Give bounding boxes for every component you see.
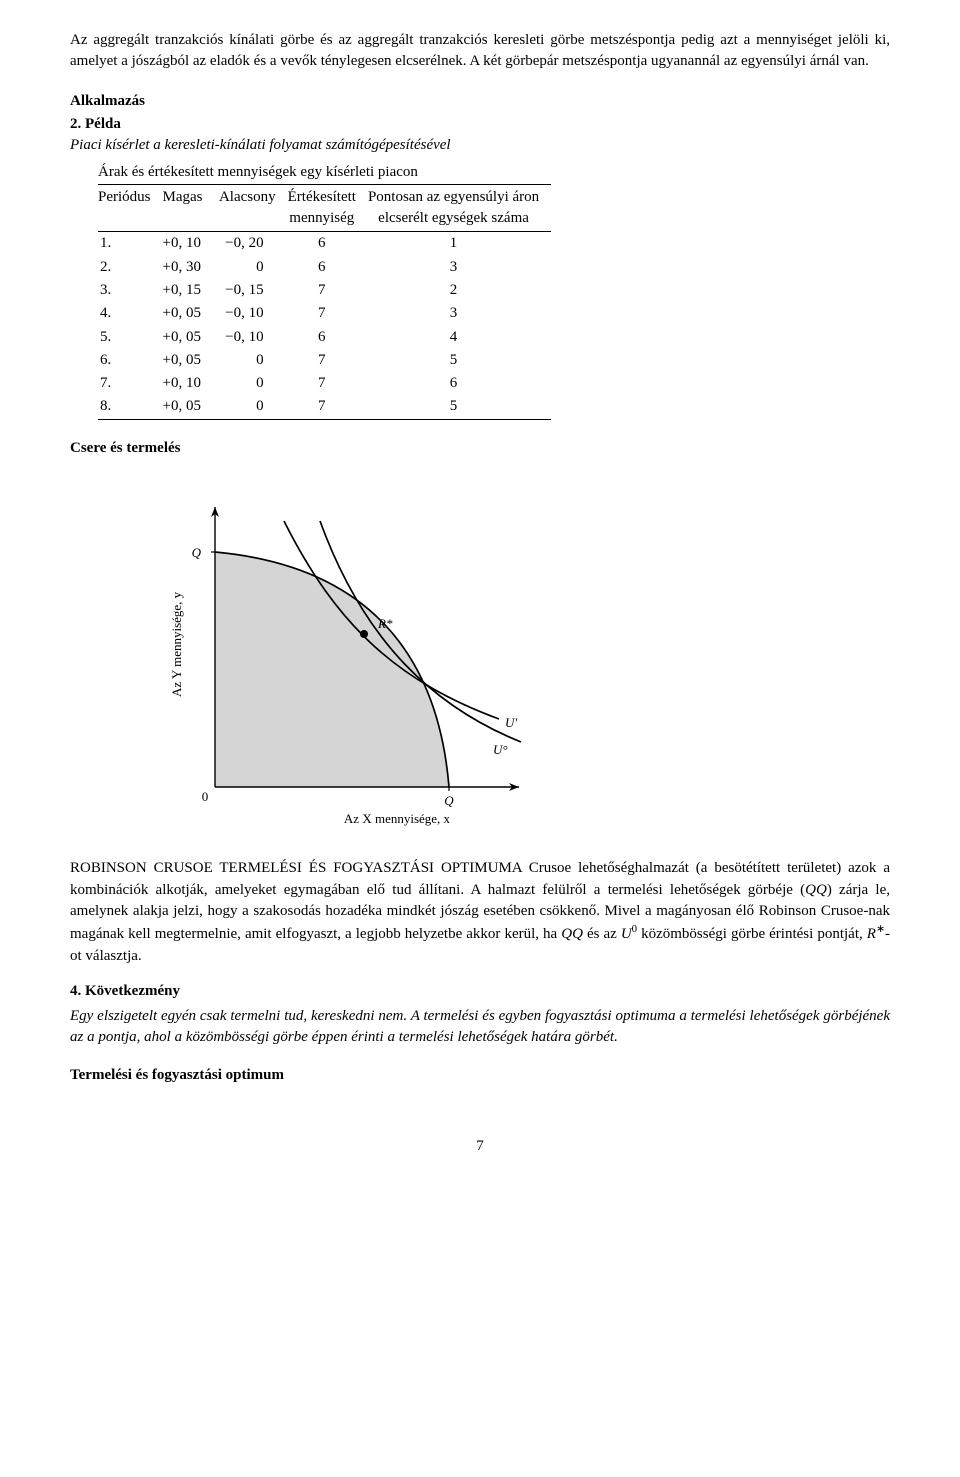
table-cell: 6. — [98, 349, 163, 372]
data-table: Periódus Magas Alacsony Értékesített men… — [98, 184, 551, 420]
table-cell: +0, 05 — [163, 395, 219, 419]
table-header-row: Periódus Magas Alacsony Értékesített men… — [98, 184, 551, 232]
svg-text:0: 0 — [202, 789, 209, 804]
table-cell: 0 — [219, 372, 288, 395]
table-cell: 7 — [288, 395, 368, 419]
svg-text:Q: Q — [192, 545, 202, 560]
table-cell: 6 — [288, 256, 368, 279]
svg-text:Q: Q — [444, 793, 454, 808]
table-cell: 7 — [288, 349, 368, 372]
table-row: 4.+0, 05−0, 1073 — [98, 302, 551, 325]
table-row: 2.+0, 30063 — [98, 256, 551, 279]
table-cell: 0 — [219, 256, 288, 279]
table-cell: −0, 10 — [219, 302, 288, 325]
consequence-text: Egy elszigetelt egyén csak termelni tud,… — [70, 1006, 890, 1049]
table-cell: +0, 05 — [163, 302, 219, 325]
table-cell: 2. — [98, 256, 163, 279]
table-cell: −0, 15 — [219, 279, 288, 302]
csere-heading: Csere és termelés — [70, 438, 890, 459]
col-pontosan: Pontosan az egyensúlyi áron elcserélt eg… — [368, 184, 551, 232]
table-cell: +0, 10 — [163, 372, 219, 395]
svg-text:Az X mennyisége, x: Az X mennyisége, x — [344, 811, 451, 826]
table-row: 7.+0, 10076 — [98, 372, 551, 395]
table-cell: 6 — [368, 372, 551, 395]
table-cell: +0, 15 — [163, 279, 219, 302]
table-row: 1.+0, 10−0, 2061 — [98, 232, 551, 256]
table-cell: 1. — [98, 232, 163, 256]
table-cell: 7. — [98, 372, 163, 395]
table-cell: 6 — [288, 326, 368, 349]
table-cell: +0, 05 — [163, 349, 219, 372]
table-cell: 3. — [98, 279, 163, 302]
example-label: 2. Példa — [70, 114, 890, 135]
col-magas: Magas — [163, 184, 219, 232]
table-cell: 3 — [368, 302, 551, 325]
robinson-paragraph: ROBINSON CRUSOE TERMELÉSI ÉS FOGYASZTÁSI… — [70, 858, 890, 966]
col-ertekesitett: Értékesített mennyiség — [288, 184, 368, 232]
table-row: 6.+0, 05075 — [98, 349, 551, 372]
table-cell: +0, 05 — [163, 326, 219, 349]
table-row: 5.+0, 05−0, 1064 — [98, 326, 551, 349]
table-cell: 8. — [98, 395, 163, 419]
table-cell: 7 — [288, 372, 368, 395]
table-cell: +0, 10 — [163, 232, 219, 256]
table-cell: 0 — [219, 395, 288, 419]
table-cell: 6 — [288, 232, 368, 256]
ppf-chart: Q Q 0 R* U′ U° Az Y mennyisége, y Az X mennyisé… — [70, 467, 890, 844]
table-cell: −0, 20 — [219, 232, 288, 256]
intro-paragraph: Az aggregált tranzakciós kínálati görbe … — [70, 30, 890, 73]
final-heading: Termelési és fogyasztási optimum — [70, 1065, 890, 1086]
svg-text:U′: U′ — [505, 715, 517, 730]
table-cell: 0 — [219, 349, 288, 372]
table-row: 3.+0, 15−0, 1572 — [98, 279, 551, 302]
col-alacsony: Alacsony — [219, 184, 288, 232]
alkalmazas-heading: Alkalmazás — [70, 91, 890, 112]
table-cell: 5 — [368, 395, 551, 419]
table-caption: Árak és értékesített mennyiségek egy kís… — [70, 162, 890, 183]
table-cell: 7 — [288, 302, 368, 325]
svg-text:R*: R* — [377, 616, 393, 631]
svg-text:Az Y mennyisége, y: Az Y mennyisége, y — [169, 591, 184, 697]
table-cell: 2 — [368, 279, 551, 302]
table-cell: 1 — [368, 232, 551, 256]
table-row: 8.+0, 05075 — [98, 395, 551, 419]
col-periodus: Periódus — [98, 184, 163, 232]
table-cell: 4. — [98, 302, 163, 325]
ppf-svg: Q Q 0 R* U′ U° Az Y mennyisége, y Az X mennyisé… — [154, 467, 554, 837]
page-number: 7 — [70, 1136, 890, 1157]
table-cell: +0, 30 — [163, 256, 219, 279]
table-cell: 7 — [288, 279, 368, 302]
example-title: Piaci kísérlet a keresleti-kínálati foly… — [70, 135, 890, 156]
table-cell: 5 — [368, 349, 551, 372]
table-cell: 5. — [98, 326, 163, 349]
table-cell: −0, 10 — [219, 326, 288, 349]
consequence-label: 4. Következmény — [70, 981, 890, 1002]
table-cell: 4 — [368, 326, 551, 349]
table-cell: 3 — [368, 256, 551, 279]
svg-text:U°: U° — [493, 742, 508, 757]
